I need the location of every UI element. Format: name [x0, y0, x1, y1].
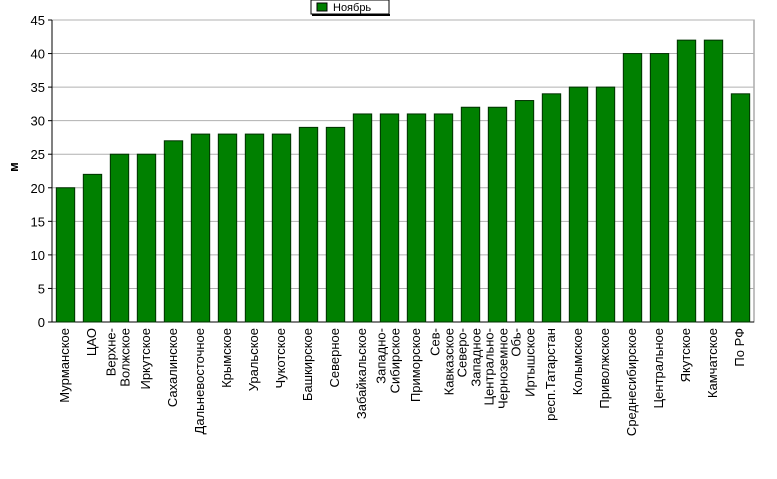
bar [676, 39, 697, 323]
x-tick-label: Среднесибирское [624, 328, 639, 436]
bar [298, 126, 319, 323]
bar [55, 187, 76, 323]
x-tick-label: Иркутское [138, 328, 153, 390]
x-tick-label: Колымское [570, 328, 585, 395]
bar [433, 113, 454, 323]
y-tick-label: 45 [31, 13, 45, 28]
bar [217, 133, 238, 323]
x-tick-label: Северное [327, 328, 342, 387]
x-tick-label: Сев-Кавказское [428, 328, 457, 395]
bar [325, 126, 346, 323]
x-tick-label: респ.Татарстан [543, 328, 558, 421]
bar [406, 113, 427, 323]
x-tick-label: Центральное [651, 328, 666, 408]
x-tick-label: По РФ [732, 328, 747, 367]
x-tick-label: Приморское [408, 328, 423, 402]
y-axis-label: м [6, 162, 21, 172]
bar [109, 153, 130, 323]
bar [163, 140, 184, 323]
bar [190, 133, 211, 323]
bar [352, 113, 373, 323]
x-tick-label: Приволжское [597, 328, 612, 409]
x-tick-label: Камчатское [705, 328, 720, 398]
x-tick-label: ЦАО [84, 328, 99, 356]
x-tick-label: Обь-Иртышское [509, 328, 538, 397]
x-tick-label: Забайкальское [354, 328, 369, 419]
bar [82, 173, 103, 323]
x-tick-label: Верхне-Волжское [104, 328, 133, 387]
bar [514, 100, 535, 323]
bar [541, 93, 562, 323]
y-tick-label: 35 [31, 80, 45, 95]
bar [568, 86, 589, 323]
x-tick-label: Дальневосточное [192, 328, 207, 434]
y-tick-label: 15 [31, 214, 45, 229]
bar [649, 53, 670, 323]
x-tick-label: Центрально-Черноземное [482, 328, 511, 409]
plot-area [51, 19, 755, 323]
x-tick-label: Башкирское [300, 328, 315, 401]
x-tick-label: Уральское [246, 328, 261, 391]
y-tick-label: 40 [31, 47, 45, 62]
y-tick-label: 30 [31, 114, 45, 129]
y-tick-label: 10 [31, 248, 45, 263]
bar [487, 106, 508, 323]
bar [730, 93, 751, 323]
x-tick-label: Крымское [219, 328, 234, 388]
x-tick-label: Западно-Сибирское [374, 328, 403, 393]
y-tick-label: 0 [38, 315, 45, 330]
bar [622, 53, 643, 323]
x-tick-label: Якутское [678, 328, 693, 382]
x-tick-label: Сахалинское [165, 328, 180, 407]
bar [244, 133, 265, 323]
x-tick-label: Северо-Западное [455, 328, 484, 387]
legend-label: Ноябрь [333, 2, 371, 14]
x-tick-label: Мурманское [57, 328, 72, 403]
legend-swatch [316, 2, 328, 12]
bar [595, 86, 616, 323]
y-tick-label: 20 [31, 181, 45, 196]
x-tick-label: Чукотское [273, 328, 288, 389]
y-tick-label: 5 [38, 281, 45, 296]
bar [703, 39, 724, 323]
bar [271, 133, 292, 323]
bar [379, 113, 400, 323]
bar [460, 106, 481, 323]
bar [136, 153, 157, 323]
y-tick-label: 25 [31, 147, 45, 162]
